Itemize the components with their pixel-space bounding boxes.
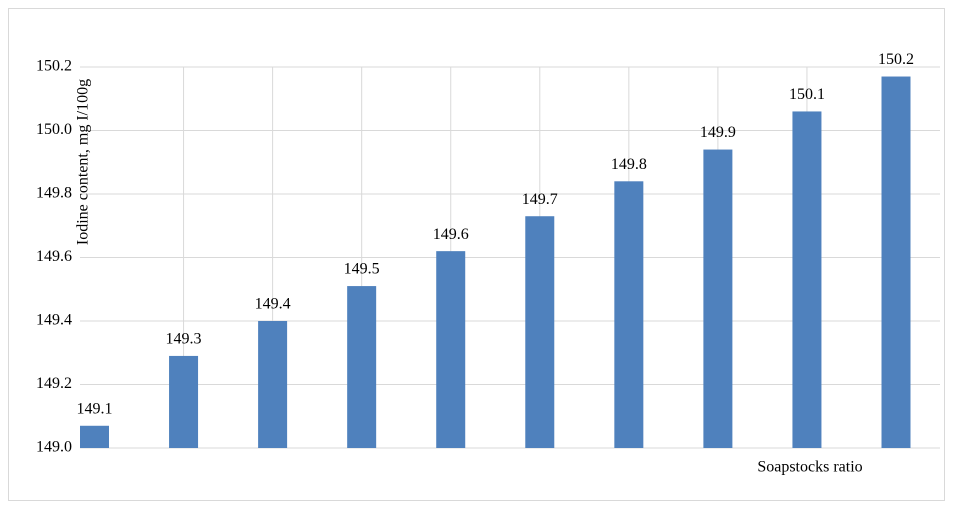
bar bbox=[703, 149, 733, 449]
bar bbox=[881, 76, 911, 449]
y-tick-label: 149.4 bbox=[36, 312, 72, 329]
data-label: 149.9 bbox=[700, 124, 736, 141]
y-tick-label: 150.2 bbox=[36, 58, 72, 75]
y-tick-label: 149.6 bbox=[36, 248, 72, 265]
data-label: 149.8 bbox=[611, 156, 647, 173]
chart-border bbox=[8, 8, 945, 501]
data-label: 150.2 bbox=[878, 51, 914, 68]
bar bbox=[792, 111, 822, 448]
y-tick-label: 149.2 bbox=[36, 375, 72, 392]
data-label: 149.1 bbox=[77, 400, 113, 417]
data-label: 150.1 bbox=[789, 86, 825, 103]
x-axis-title: Soapstocks ratio bbox=[757, 459, 862, 476]
y-axis-title: Iodine content, mg I/100g bbox=[75, 79, 92, 245]
bar bbox=[169, 355, 199, 448]
bar bbox=[614, 181, 644, 449]
data-label: 149.3 bbox=[166, 331, 202, 348]
y-tick-label: 149.0 bbox=[36, 439, 72, 456]
y-tick-label: 150.0 bbox=[36, 121, 72, 138]
data-label: 149.7 bbox=[522, 191, 558, 208]
data-label: 149.4 bbox=[255, 296, 291, 313]
bar bbox=[347, 286, 377, 448]
bar bbox=[258, 321, 288, 448]
bar bbox=[80, 425, 109, 448]
data-label: 149.6 bbox=[433, 226, 469, 243]
bar bbox=[525, 216, 555, 448]
bar bbox=[436, 251, 466, 448]
data-label: 149.5 bbox=[344, 261, 380, 278]
y-tick-label: 149.8 bbox=[36, 185, 72, 202]
